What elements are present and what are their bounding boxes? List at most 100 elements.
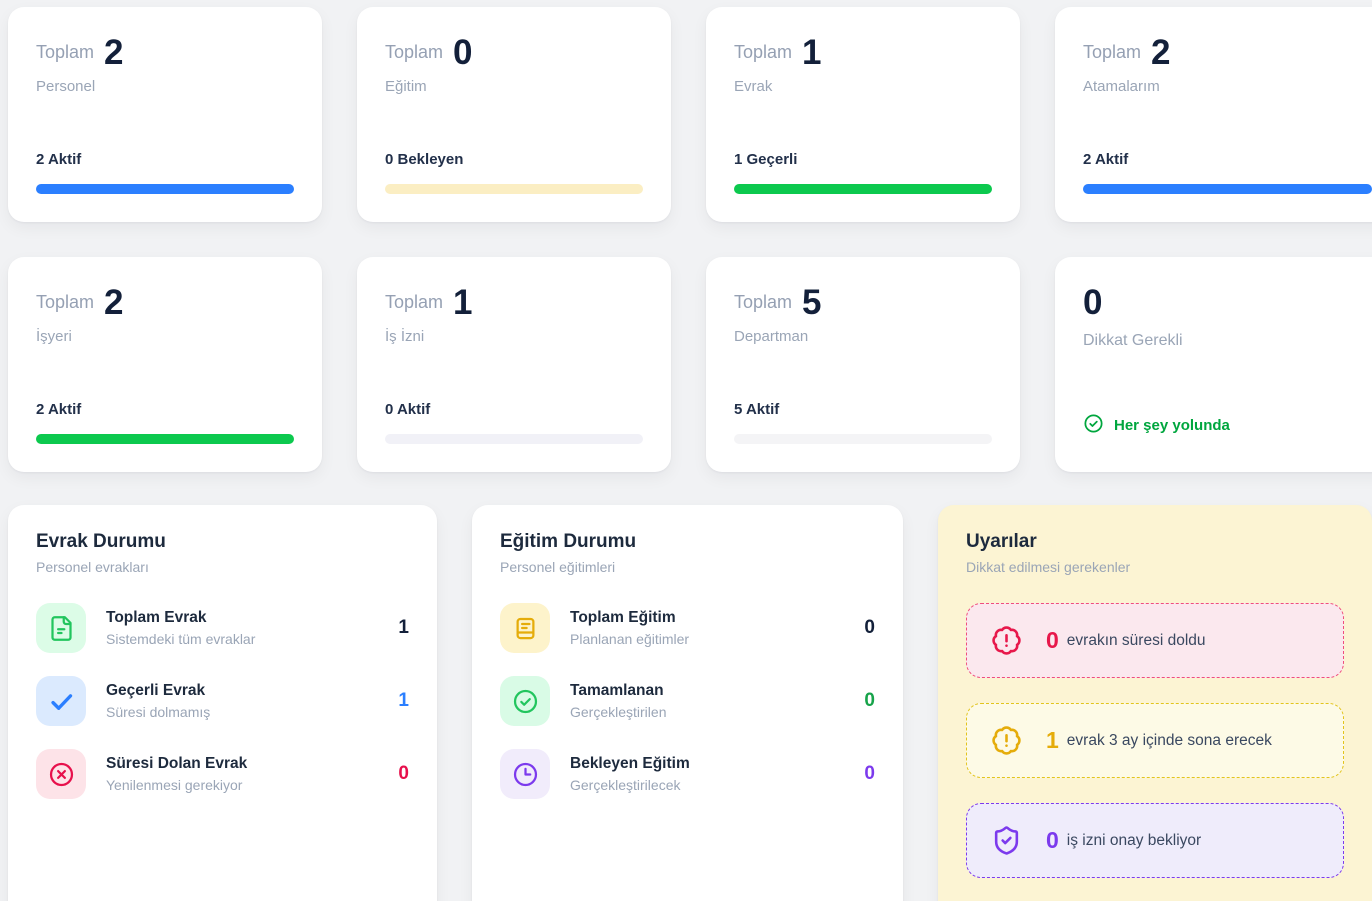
attention-status: Her şey yolunda <box>1083 413 1372 438</box>
stat-total-value: 0 <box>453 33 473 72</box>
stat-card-header: Toplam 2 <box>1083 35 1372 70</box>
attention-status-text: Her şey yolunda <box>1114 417 1230 434</box>
stat-card[interactable]: Toplam 1 Evrak 1 Geçerli <box>706 7 1020 222</box>
panels-row: Evrak Durumu Personel evrakları Toplam E… <box>8 505 1372 901</box>
status-item-title: Bekleyen Eğitim <box>570 755 690 772</box>
stat-cards-grid: Toplam 2 Personel 2 Aktif Toplam 0 Eğiti… <box>8 7 1372 472</box>
attention-label: Dikkat Gerekli <box>1083 332 1183 349</box>
stat-card-header: Toplam 5 <box>734 285 992 320</box>
circle-x-icon <box>36 749 86 799</box>
stat-entity-label: Departman <box>734 328 809 345</box>
badge-alert-icon <box>991 725 1022 756</box>
warning-alert-chip: 0 evrakın süresi doldu <box>966 603 1344 678</box>
status-item-value: 0 <box>398 763 409 784</box>
stat-total-value: 5 <box>802 283 822 322</box>
clock-icon <box>500 749 550 799</box>
status-list-item: Toplam Evrak Sistemdeki tüm evraklar 1 <box>36 603 409 653</box>
attention-required-card[interactable]: 0 Dikkat Gerekli Her şey yolunda <box>1055 257 1372 472</box>
stat-total-value: 2 <box>104 33 124 72</box>
status-item-value: 0 <box>864 690 875 711</box>
stat-progress-bar <box>385 184 643 194</box>
stat-footer-text: 0 Aktif <box>385 401 431 418</box>
alert-count: 0 <box>1046 627 1059 653</box>
document-status-panel: Evrak Durumu Personel evrakları Toplam E… <box>8 505 437 901</box>
notebook-icon <box>500 603 550 653</box>
stat-card[interactable]: Toplam 1 İş İzni 0 Aktif <box>357 257 671 472</box>
status-item-subtitle: Süresi dolmamış <box>106 704 211 720</box>
stat-total-prefix: Toplam <box>734 42 793 62</box>
stat-total-prefix: Toplam <box>385 42 444 62</box>
circle-check-icon <box>500 676 550 726</box>
status-list-item: Geçerli Evrak Süresi dolmamış 1 <box>36 676 409 726</box>
alert-text: iş izni onay bekliyor <box>1066 831 1202 849</box>
stat-progress-bar <box>36 434 294 444</box>
alert-count: 0 <box>1046 827 1059 853</box>
warning-alert-chip: 1 evrak 3 ay içinde sona erecek <box>966 703 1344 778</box>
stat-total-value: 1 <box>802 33 822 72</box>
stat-card-header: Toplam 2 <box>36 35 294 70</box>
stat-entity-label: Eğitim <box>385 78 427 95</box>
stat-entity-label: İş İzni <box>385 328 425 345</box>
status-item-value: 1 <box>398 617 409 638</box>
shield-check-icon <box>991 825 1022 856</box>
warnings-panel: Uyarılar Dikkat edilmesi gerekenler 0 ev… <box>938 505 1372 901</box>
stat-card[interactable]: Toplam 2 Atamalarım 2 Aktif <box>1055 7 1372 222</box>
stat-card-header: Toplam 2 <box>36 285 294 320</box>
attention-value: 0 <box>1083 283 1103 322</box>
status-item-texts: Geçerli Evrak Süresi dolmamış <box>106 682 210 720</box>
stat-footer-text: 2 Aktif <box>36 401 82 418</box>
stat-entity-label: Atamalarım <box>1083 78 1160 95</box>
stat-total-prefix: Toplam <box>1083 42 1142 62</box>
stat-progress-bar <box>36 184 294 194</box>
status-list-item: Süresi Dolan Evrak Yenilenmesi gerekiyor… <box>36 749 409 799</box>
alert-count: 1 <box>1046 727 1059 753</box>
stat-footer-text: 5 Aktif <box>734 401 780 418</box>
stat-entity-label: Evrak <box>734 78 773 95</box>
badge-alert-icon <box>991 625 1022 656</box>
stat-footer-text: 0 Bekleyen <box>385 151 464 168</box>
warnings-list: 0 evrakın süresi doldu 1 evrak 3 ay için… <box>966 603 1344 878</box>
status-item-value: 0 <box>864 617 875 638</box>
status-item-value: 1 <box>398 690 409 711</box>
status-item-subtitle: Gerçekleştirilen <box>570 704 667 720</box>
status-list-item: Tamamlanan Gerçekleştirilen 0 <box>500 676 875 726</box>
stat-total-value: 1 <box>453 283 473 322</box>
status-item-texts: Tamamlanan Gerçekleştirilen <box>570 682 666 720</box>
status-item-title: Toplam Evrak <box>106 609 207 626</box>
status-item-texts: Bekleyen Eğitim Gerçekleştirilecek <box>570 755 690 793</box>
panel-title: Eğitim Durumu <box>500 531 637 552</box>
stat-total-prefix: Toplam <box>734 292 793 312</box>
warning-alert-chip: 0 iş izni onay bekliyor <box>966 803 1344 878</box>
stat-total-value: 2 <box>1151 33 1171 72</box>
status-item-title: Tamamlanan <box>570 682 664 699</box>
stat-card[interactable]: Toplam 5 Departman 5 Aktif <box>706 257 1020 472</box>
stat-card-header: Toplam 1 <box>385 285 643 320</box>
stat-entity-label: Personel <box>36 78 96 95</box>
stat-footer-text: 2 Aktif <box>36 151 82 168</box>
file-text-icon <box>36 603 86 653</box>
stat-progress-bar <box>385 434 643 444</box>
status-item-title: Geçerli Evrak <box>106 682 206 699</box>
panel-title: Uyarılar <box>966 531 1037 552</box>
stat-footer-text: 1 Geçerli <box>734 151 798 168</box>
stat-card-header: Toplam 1 <box>734 35 992 70</box>
stat-entity-label: İşyeri <box>36 328 72 345</box>
stat-card[interactable]: Toplam 2 İşyeri 2 Aktif <box>8 257 322 472</box>
stat-total-value: 2 <box>104 283 124 322</box>
status-item-texts: Toplam Eğitim Planlanan eğitimler <box>570 609 689 647</box>
stat-card[interactable]: Toplam 0 Eğitim 0 Bekleyen <box>357 7 671 222</box>
stat-card[interactable]: Toplam 2 Personel 2 Aktif <box>8 7 322 222</box>
status-list-item: Toplam Eğitim Planlanan eğitimler 0 <box>500 603 875 653</box>
training-status-list: Toplam Eğitim Planlanan eğitimler 0 Tama… <box>500 603 875 799</box>
stat-total-prefix: Toplam <box>36 42 95 62</box>
status-item-title: Süresi Dolan Evrak <box>106 755 248 772</box>
circle-check-icon <box>1083 413 1104 438</box>
check-icon <box>36 676 86 726</box>
training-status-panel: Eğitim Durumu Personel eğitimleri Toplam… <box>472 505 903 901</box>
status-item-subtitle: Gerçekleştirilecek <box>570 777 681 793</box>
panel-subtitle: Personel evrakları <box>36 559 149 575</box>
stat-total-prefix: Toplam <box>385 292 444 312</box>
status-list-item: Bekleyen Eğitim Gerçekleştirilecek 0 <box>500 749 875 799</box>
status-item-title: Toplam Eğitim <box>570 609 676 626</box>
status-item-subtitle: Sistemdeki tüm evraklar <box>106 631 256 647</box>
